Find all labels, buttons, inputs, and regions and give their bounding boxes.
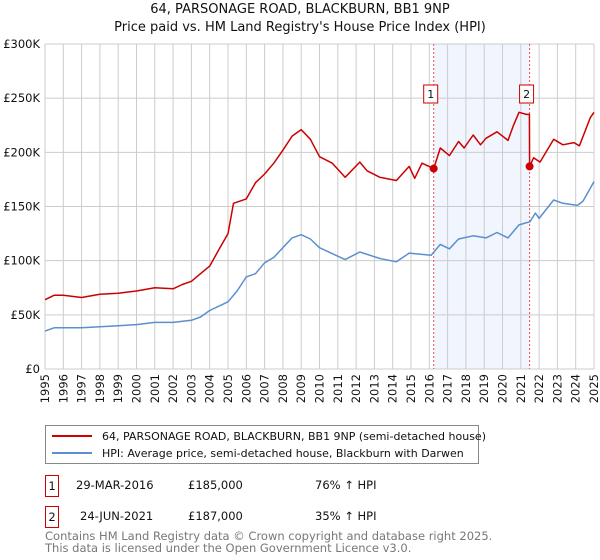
x-tick-label: 2012 <box>349 374 363 403</box>
sale-point <box>429 164 438 173</box>
sale-label-box <box>519 84 535 104</box>
sale-hpi: 35% ↑ HPI <box>315 509 377 523</box>
x-tick-label: 2000 <box>130 374 144 403</box>
chart-title: 64, PARSONAGE ROAD, BLACKBURN, BB1 9NP <box>150 2 450 17</box>
chart-plot: 1995 1996 1997 1998 1999 2000 2001 2002 2003 2004… <box>3 37 600 403</box>
x-tick-label: 2002 <box>166 374 180 403</box>
sale-hpi: 76% ↑ HPI <box>315 478 377 492</box>
legend-swatch-blue <box>52 452 92 454</box>
y-tick-label: £250K <box>3 91 40 105</box>
legend: 64, PARSONAGE ROAD, BLACKBURN, BB1 9NP (… <box>45 425 486 464</box>
y-tick-label: £50K <box>11 308 41 322</box>
sale-price: £187,000 <box>188 509 243 523</box>
x-tick-label: 1997 <box>75 374 89 403</box>
sale-point <box>525 162 534 171</box>
x-tick-label: 2023 <box>550 374 564 403</box>
sale-label: 1 <box>427 88 434 101</box>
x-tick-label: 2006 <box>239 374 253 403</box>
x-tick-label: 2019 <box>477 374 491 403</box>
x-tick-label: 2021 <box>514 374 528 403</box>
x-tick-label: 1995 <box>38 374 52 403</box>
x-tick-label: 2022 <box>532 374 546 403</box>
y-tick-label: £200K <box>3 145 40 159</box>
x-tick-label: 2008 <box>276 374 290 403</box>
x-tick-label: 2005 <box>221 374 235 403</box>
x-tick-label: 2013 <box>367 374 381 403</box>
legend-item-hpi: HPI: Average price, semi-detached house,… <box>52 445 464 461</box>
sale-badge: 1 <box>45 475 59 497</box>
x-tick-label: 2011 <box>331 374 345 403</box>
sale-date: 24-JUN-2021 <box>80 509 154 523</box>
x-tick-label: 2020 <box>496 374 510 403</box>
sale-label: 2 <box>523 88 530 101</box>
y-tick-label: £100K <box>3 254 40 268</box>
sale-label-box <box>423 84 439 104</box>
x-tick-label: 2018 <box>459 374 473 403</box>
chart-subtitle: Price paid vs. HM Land Registry's House … <box>114 20 486 35</box>
x-tick-label: 2007 <box>258 374 272 403</box>
sale-price: £185,000 <box>188 478 243 492</box>
x-tick-label: 1999 <box>111 374 125 403</box>
x-tick-label: 1996 <box>56 374 70 403</box>
footer-licence: This data is licensed under the Open Gov… <box>45 541 412 555</box>
footer: Contains HM Land Registry data © Crown c… <box>45 530 492 554</box>
sale-date: 29-MAR-2016 <box>76 478 154 492</box>
legend-item-property: 64, PARSONAGE ROAD, BLACKBURN, BB1 9NP (… <box>52 428 486 444</box>
x-tick-label: 2004 <box>203 374 217 403</box>
x-tick-label: 2024 <box>569 374 583 403</box>
y-tick-label: £150K <box>3 200 40 214</box>
x-tick-label: 2001 <box>148 374 162 403</box>
price-paid-line <box>44 111 595 301</box>
x-tick-label: 2016 <box>422 374 436 403</box>
y-tick-label: £0 <box>25 362 40 376</box>
footer-copyright: Contains HM Land Registry data © Crown c… <box>45 529 493 543</box>
hpi-line <box>44 181 595 332</box>
legend-label: HPI: Average price, semi-detached house,… <box>102 446 464 460</box>
x-tick-label: 2017 <box>441 374 455 403</box>
y-tick-label: £300K <box>3 37 40 51</box>
x-tick-label: 2009 <box>294 374 308 403</box>
x-tick-label: 2025 <box>587 374 600 403</box>
sale-badge: 2 <box>45 506 59 528</box>
x-tick-label: 1998 <box>93 374 107 403</box>
legend-label: 64, PARSONAGE ROAD, BLACKBURN, BB1 9NP (… <box>102 429 486 443</box>
x-tick-label: 2003 <box>184 374 198 403</box>
x-tick-label: 2015 <box>404 374 418 403</box>
x-tick-label: 2014 <box>386 374 400 403</box>
x-tick-label: 2010 <box>313 374 327 403</box>
legend-swatch-red <box>52 435 92 437</box>
